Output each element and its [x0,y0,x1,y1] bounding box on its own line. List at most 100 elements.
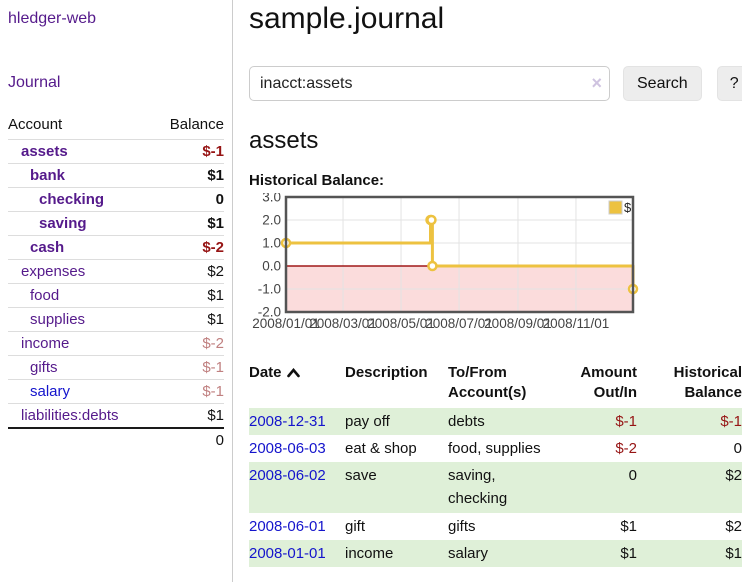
svg-text:2008/09/01: 2008/09/01 [484,316,552,331]
account-row: gifts $-1 [8,355,224,380]
transaction-balance: $1 [725,544,742,562]
accounts-total-row: 0 [8,427,224,452]
sidebar-account-income[interactable]: income [21,335,70,352]
sort-ascending-icon [286,364,300,384]
sidebar-account-supplies[interactable]: supplies [30,311,86,328]
account-balance: $-1 [202,359,224,376]
transaction-accounts: saving, checking [448,467,508,508]
svg-text:2.0: 2.0 [262,213,281,228]
sidebar-account-saving[interactable]: saving [39,215,87,232]
sidebar: hledger-web Journal Account Balance asse… [0,0,233,582]
clear-search-icon[interactable]: × [591,73,602,93]
account-row: salary $-1 [8,379,224,404]
svg-text:0.0: 0.0 [262,259,281,274]
register-header-date[interactable]: Date [249,361,345,408]
svg-text:2008/05/01: 2008/05/01 [367,316,435,331]
register-row: 2008-01-01 income salary $1 $1 [249,539,742,567]
sidebar-account-salary[interactable]: salary [30,383,71,400]
svg-text:2008/01/01: 2008/01/01 [252,316,320,331]
register-header-balance: Historical Balance [673,364,742,402]
transaction-description: save [345,467,377,484]
transaction-accounts: food, supplies [448,439,541,457]
account-row: food $1 [8,283,224,308]
account-row: assets $-1 [8,139,224,164]
account-balance: $1 [207,311,224,328]
accounts-header-account: Account [8,116,63,133]
register-header-amount: Amount Out/In [580,364,637,402]
transaction-date-link[interactable]: 2008-06-03 [249,439,326,457]
accounts-total-balance: 0 [152,427,224,452]
transaction-description: eat & shop [345,439,417,457]
transaction-description: income [345,544,394,562]
transaction-balance: $2 [725,467,742,484]
historical-balance-chart[interactable]: $3.0 2.0 1.0 0.0 -1.0 -2.0 2008/01/01 2008/03/0… [249,190,651,347]
sidebar-account-checking[interactable]: checking [39,191,105,208]
svg-text:2008/03/01: 2008/03/01 [309,316,377,331]
search-input[interactable] [249,66,610,101]
account-row: expenses $2 [8,259,224,284]
account-heading: assets [249,127,319,154]
transaction-date-link[interactable]: 2008-06-01 [249,517,326,535]
register-row: 2008-06-03 eat & shop food, supplies $-2 0 [249,435,742,462]
main-content: sample.journal × Search ? assets Histori… [233,0,742,582]
svg-text:-2.0: -2.0 [258,305,281,320]
register-row: 2008-06-02 save saving, checking 0 $2 [249,462,742,513]
account-balance: $-1 [202,383,224,400]
register-row: 2008-06-01 gift gifts $1 $2 [249,513,742,540]
sidebar-account-gifts[interactable]: gifts [30,359,58,376]
account-row: income $-2 [8,331,224,356]
svg-text:1.0: 1.0 [262,236,281,251]
account-row: liabilities:debts $1 [8,403,224,429]
search-box: × [249,66,610,101]
accounts-header-balance: Balance [169,116,224,133]
transaction-amount: $1 [620,544,637,562]
transaction-balance: $2 [725,517,742,535]
transaction-date-link[interactable]: 2008-01-01 [249,544,326,562]
transaction-amount: $-2 [615,439,637,457]
transaction-amount: 0 [628,467,637,484]
svg-text:3.0: 3.0 [262,193,281,205]
transaction-balance: $-1 [720,412,742,430]
search-button[interactable]: Search [623,66,702,101]
svg-text:-1.0: -1.0 [258,282,281,297]
transaction-date-link[interactable]: 2008-12-31 [249,412,326,430]
account-balance: $-2 [202,335,224,352]
account-balance: 0 [215,191,224,208]
transaction-description: gift [345,517,366,535]
transaction-accounts: salary [448,544,489,562]
account-balance: $2 [207,263,224,280]
register-table: Date Description To/From Account(s) Amou… [249,361,742,567]
sidebar-account-cash[interactable]: cash [30,239,65,256]
date-header-label: Date [249,364,282,381]
app-title-link[interactable]: hledger-web [8,10,97,27]
account-row: bank $1 [8,163,224,188]
transaction-accounts: debts [448,412,485,430]
account-balance: $1 [207,287,224,304]
account-balance: $1 [207,167,224,184]
help-button[interactable]: ? [716,66,742,101]
transaction-date-link[interactable]: 2008-06-02 [249,467,326,484]
account-balance: $-1 [202,143,224,160]
svg-text:$: $ [624,200,632,215]
account-row: saving $1 [8,211,224,236]
sidebar-account-liabilities-debts[interactable]: liabilities:debts [21,407,119,424]
account-balance: $1 [207,215,224,232]
svg-text:2008/11/01: 2008/11/01 [543,316,610,331]
sidebar-account-expenses[interactable]: expenses [21,263,86,280]
chart-title: Historical Balance: [249,172,385,189]
register-header-row: Date Description To/From Account(s) Amou… [249,361,742,408]
accounts-balance-table: Account Balance assets $-1 bank $1 checking 0… [8,112,224,452]
transaction-amount: $-1 [615,412,637,430]
account-row: checking 0 [8,187,224,212]
journal-link[interactable]: Journal [8,74,61,91]
register-header-description: Description [345,364,428,381]
sidebar-account-assets[interactable]: assets [21,143,68,160]
account-row: supplies $1 [8,307,224,332]
sidebar-account-bank[interactable]: bank [30,167,66,184]
search-form: × Search ? [249,66,742,101]
page-title: sample.journal [249,2,445,35]
sidebar-account-food[interactable]: food [30,287,60,304]
transaction-amount: $1 [620,517,637,535]
transaction-balance: 0 [733,439,742,457]
